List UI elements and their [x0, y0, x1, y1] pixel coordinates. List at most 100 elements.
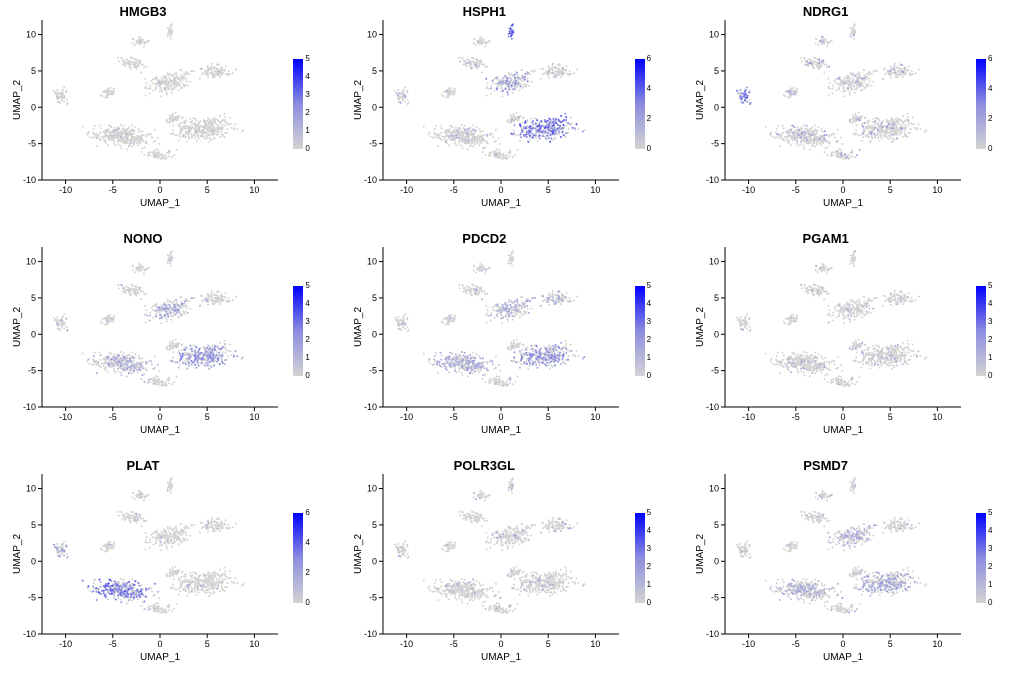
svg-text:0: 0 [372, 102, 377, 112]
svg-text:0: 0 [372, 556, 377, 566]
legend-tick-label: 4 [305, 539, 309, 547]
svg-text:10: 10 [249, 185, 259, 195]
legend-tick-label: 2 [305, 336, 309, 344]
x-axis-title: UMAP_1 [140, 652, 180, 663]
svg-text:-10: -10 [706, 402, 719, 412]
svg-text:5: 5 [205, 412, 210, 422]
svg-text:0: 0 [499, 412, 504, 422]
svg-text:-5: -5 [711, 593, 719, 603]
umap-panel: POLR3GL-10-50510-10-50510UMAP_1UMAP_2012… [349, 458, 670, 665]
color-legend-bar [635, 59, 645, 149]
svg-text:0: 0 [499, 639, 504, 649]
plot-area: -10-50510-10-50510UMAP_1UMAP_2 [42, 474, 278, 634]
svg-text:-5: -5 [369, 366, 377, 376]
color-legend-bar [635, 513, 645, 603]
svg-text:-5: -5 [450, 185, 458, 195]
svg-text:-10: -10 [742, 639, 755, 649]
svg-text:-5: -5 [711, 139, 719, 149]
legend-tick-label: 3 [988, 545, 992, 553]
y-axis-title: UMAP_2 [353, 80, 364, 120]
svg-text:0: 0 [372, 329, 377, 339]
umap-scatter: -10-50510-10-50510UMAP_1UMAP_2 [8, 458, 328, 668]
legend-tick-label: 3 [988, 318, 992, 326]
y-axis-title: UMAP_2 [695, 534, 706, 574]
color-legend: 012345 [635, 513, 669, 603]
legend-tick-label: 0 [647, 372, 651, 380]
legend-tick-label: 3 [647, 318, 651, 326]
legend-tick-label: 1 [988, 354, 992, 362]
svg-text:-10: -10 [23, 629, 36, 639]
svg-text:10: 10 [367, 484, 377, 494]
svg-text:-10: -10 [364, 175, 377, 185]
svg-text:-10: -10 [59, 185, 72, 195]
legend-tick-label: 2 [647, 336, 651, 344]
umap-scatter: -10-50510-10-50510UMAP_1UMAP_2 [691, 4, 1011, 214]
svg-text:10: 10 [249, 412, 259, 422]
svg-text:10: 10 [591, 185, 601, 195]
x-axis-title: UMAP_1 [823, 652, 863, 663]
svg-text:0: 0 [31, 556, 36, 566]
svg-text:5: 5 [372, 293, 377, 303]
svg-text:-10: -10 [706, 629, 719, 639]
svg-text:5: 5 [205, 639, 210, 649]
color-legend-ticks: 012345 [645, 286, 669, 376]
svg-text:-5: -5 [28, 593, 36, 603]
color-legend-bar [976, 286, 986, 376]
legend-tick-label: 5 [988, 509, 992, 517]
x-axis-title: UMAP_1 [481, 425, 521, 436]
legend-tick-label: 4 [305, 73, 309, 81]
y-axis-title: UMAP_2 [12, 534, 23, 574]
legend-tick-label: 0 [647, 145, 651, 153]
umap-panel: PDCD2-10-50510-10-50510UMAP_1UMAP_201234… [349, 231, 670, 438]
svg-text:0: 0 [31, 102, 36, 112]
svg-text:-10: -10 [400, 412, 413, 422]
svg-text:10: 10 [367, 30, 377, 40]
svg-text:10: 10 [591, 639, 601, 649]
color-legend-bar [635, 286, 645, 376]
legend-tick-label: 3 [647, 545, 651, 553]
y-axis-title: UMAP_2 [12, 307, 23, 347]
svg-text:10: 10 [709, 30, 719, 40]
umap-scatter: -10-50510-10-50510UMAP_1UMAP_2 [8, 231, 328, 441]
svg-text:0: 0 [714, 556, 719, 566]
svg-text:10: 10 [26, 30, 36, 40]
plot-area: -10-50510-10-50510UMAP_1UMAP_2 [725, 20, 961, 180]
color-legend-bar [976, 59, 986, 149]
svg-text:0: 0 [714, 102, 719, 112]
x-axis-title: UMAP_1 [823, 198, 863, 209]
legend-tick-label: 1 [647, 581, 651, 589]
color-legend: 012345 [976, 513, 1010, 603]
legend-tick-label: 0 [988, 599, 992, 607]
svg-text:-10: -10 [706, 175, 719, 185]
svg-text:5: 5 [546, 185, 551, 195]
umap-scatter: -10-50510-10-50510UMAP_1UMAP_2 [349, 231, 669, 441]
svg-text:-10: -10 [59, 639, 72, 649]
umap-panel: HSPH1-10-50510-10-50510UMAP_1UMAP_20246 [349, 4, 670, 211]
umap-scatter: -10-50510-10-50510UMAP_1UMAP_2 [691, 231, 1011, 441]
svg-text:5: 5 [714, 520, 719, 530]
plot-area: -10-50510-10-50510UMAP_1UMAP_2 [42, 20, 278, 180]
x-axis-title: UMAP_1 [140, 425, 180, 436]
legend-tick-label: 3 [305, 318, 309, 326]
svg-text:-10: -10 [364, 402, 377, 412]
color-legend-ticks: 0246 [303, 513, 327, 603]
color-legend: 0246 [635, 59, 669, 149]
umap-scatter: -10-50510-10-50510UMAP_1UMAP_2 [8, 4, 328, 214]
svg-text:-5: -5 [109, 412, 117, 422]
legend-tick-label: 2 [988, 336, 992, 344]
svg-text:10: 10 [709, 257, 719, 267]
legend-tick-label: 0 [305, 145, 309, 153]
svg-text:-10: -10 [400, 185, 413, 195]
legend-tick-label: 6 [647, 55, 651, 63]
legend-tick-label: 3 [305, 91, 309, 99]
y-axis-title: UMAP_2 [695, 307, 706, 347]
legend-tick-label: 4 [647, 527, 651, 535]
plot-area: -10-50510-10-50510UMAP_1UMAP_2 [42, 247, 278, 407]
svg-text:10: 10 [249, 639, 259, 649]
svg-text:0: 0 [714, 329, 719, 339]
legend-tick-label: 2 [647, 115, 651, 123]
svg-text:-5: -5 [109, 639, 117, 649]
panel-grid: HMGB3-10-50510-10-50510UMAP_1UMAP_201234… [8, 4, 1012, 665]
color-legend: 012345 [293, 59, 327, 149]
color-legend-ticks: 012345 [303, 286, 327, 376]
